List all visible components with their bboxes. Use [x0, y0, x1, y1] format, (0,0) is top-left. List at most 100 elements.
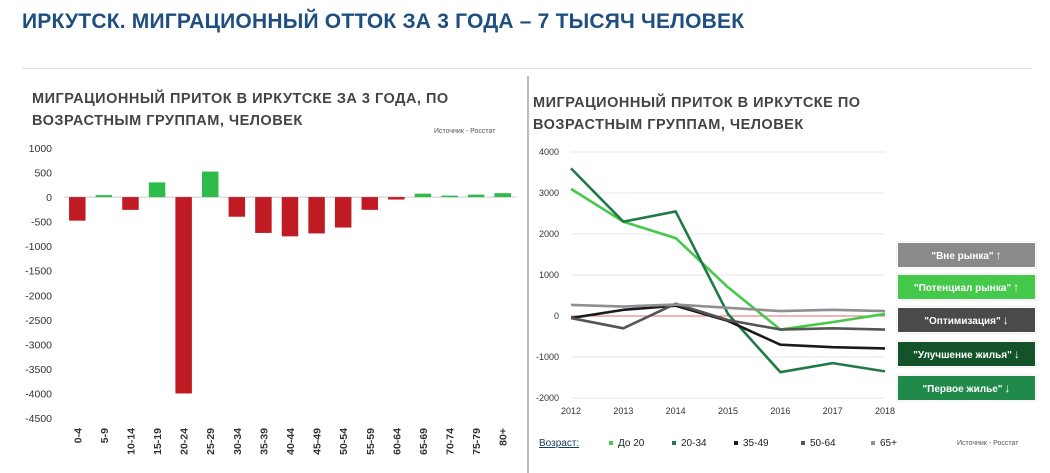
bar-70-74 — [441, 195, 458, 198]
y-tick-label: -3500 — [25, 364, 52, 376]
age-legend-item: 65+ — [871, 438, 897, 449]
segment-legend-item: "Первое жилье" ↓ — [897, 375, 1036, 401]
bar-75-79 — [467, 194, 485, 198]
age-legend-text: 20-34 — [681, 438, 707, 449]
bar-60-64 — [388, 197, 405, 200]
bar-5-9 — [95, 195, 113, 198]
age-legend-text: До 20 — [618, 438, 645, 449]
line-chart-source: Источник - Росстат — [957, 440, 1019, 447]
bar-25-29 — [201, 171, 219, 198]
line-chart-title-line1: МИГРАЦИОННЫЙ ПРИТОК В ИРКУТСКЕ ПО — [533, 95, 861, 111]
page-title: ИРКУТСК. МИГРАЦИОННЫЙ ОТТОК ЗА 3 ГОДА – … — [22, 10, 745, 33]
series-line-65+ — [570, 303, 886, 313]
age-legend-item: 50-64 — [801, 438, 836, 449]
x-tick-label: 2016 — [770, 406, 790, 416]
bar-chart-svg: 1000 500 0 -500 -1000 -1500 -2000 -2500 -3000 -35… — [25, 143, 516, 455]
x-tick-label: 40-44 — [285, 428, 297, 455]
age-legend-label: Возраст: — [539, 438, 580, 449]
y-tick-label: -1000 — [25, 241, 52, 253]
bar-45-49 — [308, 197, 325, 234]
x-tick-label: 55-59 — [365, 428, 377, 455]
x-tick-label: 2015 — [718, 406, 738, 416]
segment-legend-label: "Первое жилье" — [922, 384, 1003, 395]
title-divider — [22, 68, 1032, 69]
line-chart-panel: МИГРАЦИОННЫЙ ПРИТОК В ИРКУТСКЕ ПО ВОЗРАС… — [529, 76, 1039, 473]
x-tick-label: 75-79 — [471, 428, 483, 455]
y-tick-label: -500 — [31, 217, 52, 229]
y-tick-label: 0 — [554, 311, 559, 321]
x-tick-label: 50-54 — [338, 428, 350, 455]
bar-20-24 — [175, 197, 192, 394]
x-tick-label: 0-4 — [72, 428, 84, 443]
bar-chart-title-line2: ВОЗРАСТНЫМ ГРУППАМ, ЧЕЛОВЕК — [32, 113, 303, 129]
legend-swatch-icon — [734, 441, 738, 446]
segment-legend-label: "Оптимизация" — [924, 316, 1001, 327]
x-tick-label: 2013 — [613, 406, 633, 416]
segment-legend-item: "Улучшение жилья" ↓ — [897, 341, 1036, 367]
segment-legend-item: "Оптимизация" ↓ — [897, 307, 1036, 333]
x-tick-label: 2014 — [666, 406, 686, 416]
bar-55-59 — [361, 197, 379, 210]
x-tick-label: 2018 — [875, 406, 895, 416]
age-legend-item: До 20 — [609, 438, 644, 449]
x-tick-label: 80+ — [498, 428, 510, 446]
x-tick-label: 45-49 — [312, 428, 324, 455]
y-tick-label: 500 — [34, 168, 52, 180]
y-tick-label: -1500 — [25, 266, 52, 278]
y-tick-label: -2500 — [25, 315, 52, 327]
segment-legend-label: "Вне рынка" — [931, 251, 994, 262]
series-line-50-64 — [570, 302, 886, 331]
y-tick-label: -1000 — [536, 352, 559, 362]
bar-65-69 — [414, 193, 432, 198]
age-legend-item: 20-34 — [672, 438, 707, 449]
segment-legend-label: "Улучшение жилья" — [913, 350, 1012, 361]
y-tick-label: 4000 — [539, 147, 559, 157]
bar-35-39 — [255, 197, 272, 233]
y-tick-label: -4500 — [25, 413, 52, 425]
arrow-down-icon: ↓ — [1013, 347, 1020, 361]
bar-chart-title: МИГРАЦИОННЫЙ ПРИТОК В ИРКУТСКЕ ЗА 3 ГОДА… — [32, 88, 449, 132]
legend-swatch-icon — [672, 441, 676, 446]
y-tick-label: 2000 — [539, 229, 559, 239]
x-tick-label: 2012 — [561, 406, 581, 416]
y-tick-label: -2000 — [536, 393, 559, 403]
x-tick-label: 65-69 — [418, 428, 430, 455]
bar-15-19 — [148, 182, 166, 198]
x-tick-label: 30-34 — [232, 428, 244, 455]
y-tick-label: -3000 — [25, 339, 52, 351]
age-legend-text: 50-64 — [810, 438, 836, 449]
segment-legend-label: "Потенциал рынка" — [913, 283, 1012, 294]
series-line-20-34 — [570, 167, 886, 374]
bar-chart-source: Источник - Росстат — [434, 128, 496, 135]
bar-30-34 — [228, 197, 246, 217]
y-tick-label: -4000 — [25, 388, 52, 400]
x-tick-label: 35-39 — [258, 428, 270, 455]
segment-legend-item: "Вне рынка" ↑ — [897, 242, 1036, 268]
arrow-down-icon: ↓ — [1002, 313, 1009, 327]
line-chart-title: МИГРАЦИОННЫЙ ПРИТОК В ИРКУТСКЕ ПО ВОЗРАС… — [533, 92, 861, 136]
bar-chart-panel: МИГРАЦИОННЫЙ ПРИТОК В ИРКУТСКЕ ЗА 3 ГОДА… — [22, 76, 529, 473]
y-tick-label: 1000 — [29, 143, 53, 155]
line-chart-title-line2: ВОЗРАСТНЫМ ГРУППАМ, ЧЕЛОВЕК — [533, 117, 804, 133]
x-tick-label: 60-64 — [391, 428, 403, 455]
x-tick-label: 10-14 — [125, 428, 137, 455]
arrow-up-icon: ↑ — [995, 248, 1002, 262]
x-tick-label: 25-29 — [205, 428, 217, 455]
legend-swatch-icon — [609, 441, 613, 446]
legend-swatch-icon — [871, 441, 875, 446]
bar-40-44 — [281, 197, 299, 237]
bar-chart-title-line1: МИГРАЦИОННЫЙ ПРИТОК В ИРКУТСКЕ ЗА 3 ГОДА… — [32, 91, 449, 107]
x-tick-label: 5-9 — [99, 428, 111, 443]
y-tick-label: 1000 — [539, 270, 559, 280]
y-tick-label: 0 — [46, 192, 52, 204]
x-tick-label: 2017 — [823, 406, 843, 416]
age-legend-text: 65+ — [880, 438, 897, 449]
arrow-down-icon: ↓ — [1004, 381, 1011, 395]
legend-swatch-icon — [801, 441, 805, 446]
age-legend-item: 35-49 — [734, 438, 769, 449]
bar-80+ — [494, 193, 511, 198]
bar-0-4 — [69, 197, 86, 221]
bar-50-54 — [334, 197, 352, 228]
x-tick-label: 70-74 — [445, 428, 457, 455]
